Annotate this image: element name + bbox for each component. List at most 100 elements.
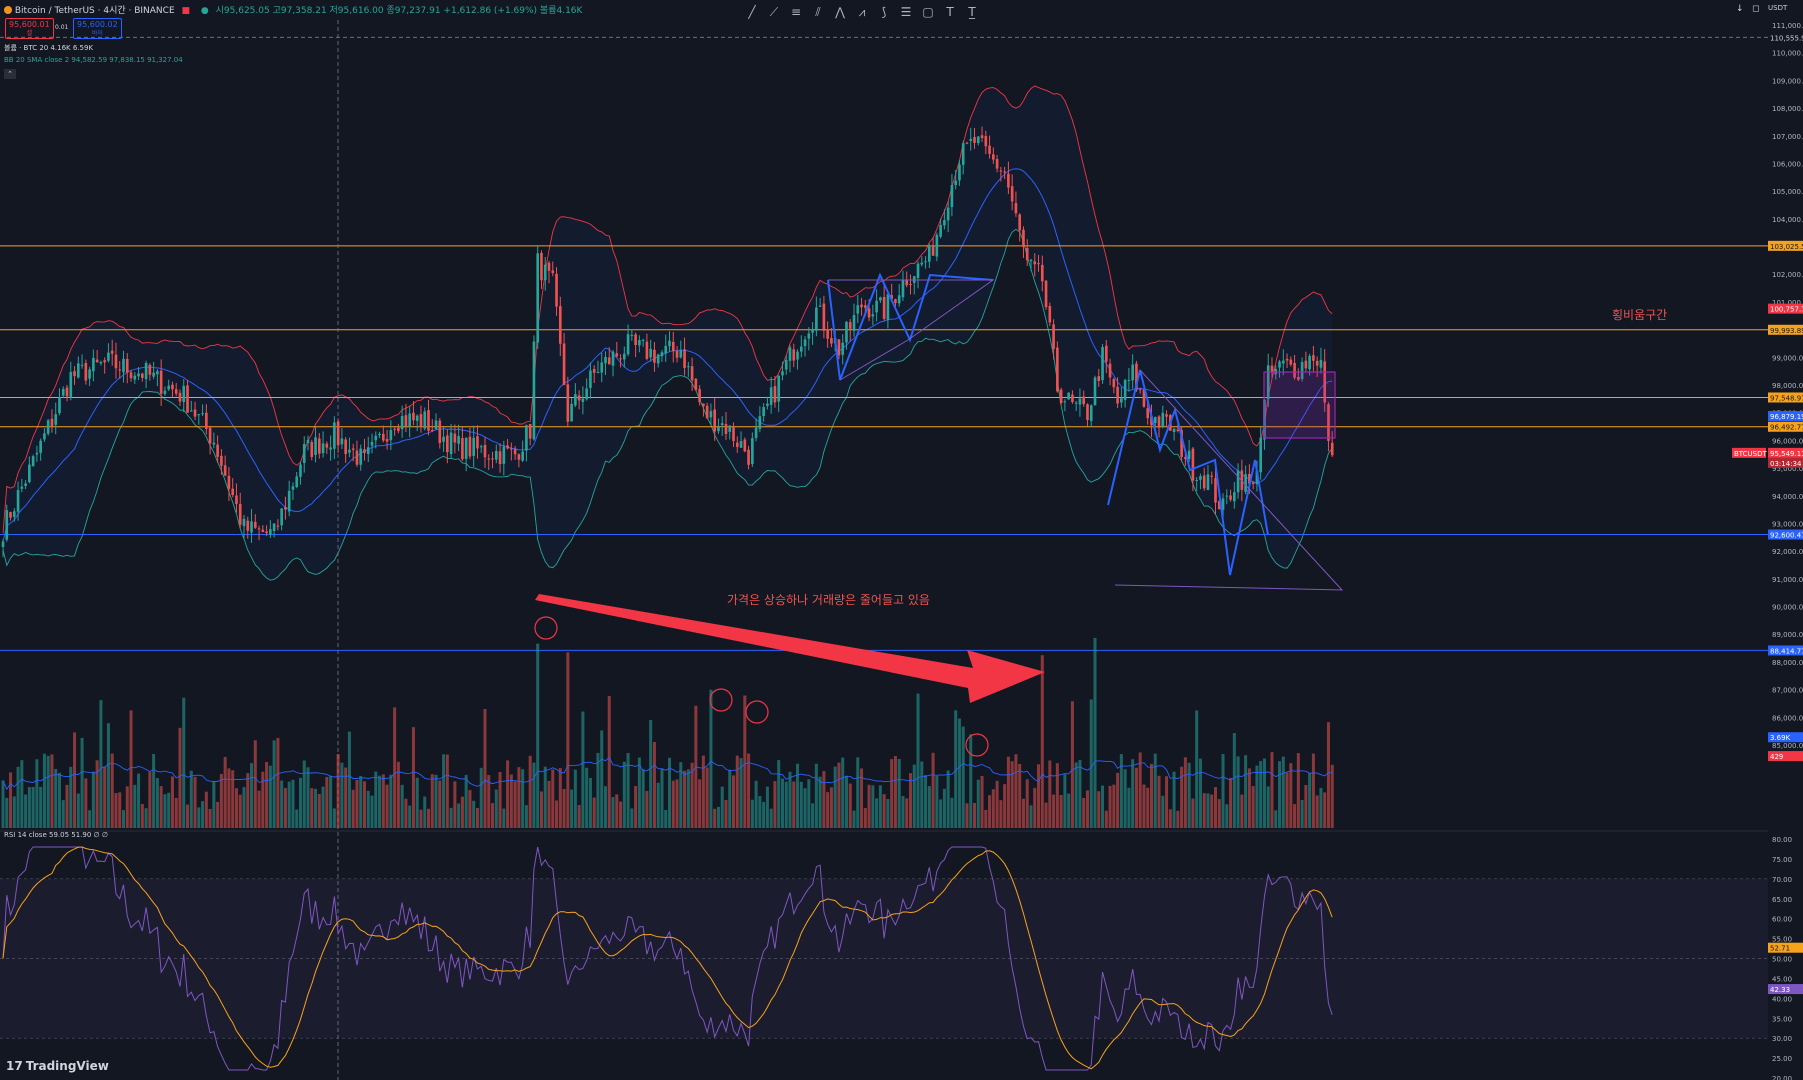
volume-bar	[129, 710, 133, 828]
candle-body	[438, 420, 442, 443]
volume-bar	[502, 808, 506, 828]
candle-body	[615, 353, 619, 357]
volume-bar	[1289, 763, 1293, 828]
tradingview-logo[interactable]: 17 TradingView	[6, 1059, 109, 1073]
candle-body	[28, 464, 31, 483]
candle-body	[193, 409, 197, 417]
fib-icon[interactable]: ≡	[790, 5, 802, 19]
candle-body	[125, 358, 129, 373]
candle-body	[999, 170, 1003, 172]
volume-bar	[799, 781, 803, 828]
trend-line-icon[interactable]: ╱	[748, 5, 756, 19]
volume-bar	[1229, 777, 1233, 828]
price-tick: 105,000.00	[1772, 188, 1803, 196]
candle-body	[724, 424, 728, 434]
volume-bar	[1266, 786, 1270, 828]
rsi-axis-label: 52.71	[1770, 945, 1790, 953]
buy-button[interactable]: 95,600.02 바이	[73, 18, 122, 39]
volume-bar	[61, 800, 65, 828]
zigzag-icon[interactable]: ⩘	[858, 4, 866, 19]
fib-channel-icon[interactable]: ☰	[900, 5, 912, 19]
price-axis-label-bg	[1768, 421, 1803, 432]
candle-body	[905, 279, 909, 286]
candle-body	[928, 245, 931, 262]
volume-bar	[140, 803, 144, 828]
candle-body	[269, 529, 272, 535]
volume-bar	[1006, 756, 1010, 828]
candle-body	[12, 511, 16, 517]
box-annotation[interactable]: 횡비움구간	[1612, 308, 1668, 322]
pitchfork-icon[interactable]: ⫽	[815, 4, 821, 19]
volume-bar	[483, 708, 487, 828]
symbol-title[interactable]: Bitcoin / TetherUS · 4시간 · BINANCE	[14, 6, 175, 16]
volume-bar	[442, 754, 446, 828]
candle-body	[867, 308, 871, 318]
candle-body	[1018, 214, 1022, 231]
price-tick: 94,000.00	[1772, 493, 1803, 501]
currency-label[interactable]: USDT	[1768, 4, 1788, 12]
volume-bar	[596, 752, 600, 828]
price-axis-label-bg	[1768, 240, 1803, 251]
volume-bar	[897, 759, 901, 828]
volume-legend[interactable]: 볼륨 · BTC 20 4.16K 6.59K	[4, 44, 94, 52]
volume-bar	[1319, 787, 1323, 828]
candle-body	[1176, 429, 1180, 431]
candle-body	[348, 449, 351, 453]
volume-bar	[1161, 795, 1165, 828]
volume-bar	[250, 763, 254, 828]
candle-body	[788, 347, 792, 361]
volume-bar	[1300, 799, 1304, 828]
candle-body	[841, 342, 845, 355]
volume-bar	[118, 792, 122, 828]
volume-bar	[133, 784, 137, 828]
candle-body	[566, 384, 570, 422]
candle-body	[1229, 495, 1232, 500]
candle-body	[76, 363, 80, 378]
volume-bar	[946, 770, 950, 828]
candle-body	[35, 452, 39, 455]
candle-body	[751, 438, 754, 464]
volume-bar	[491, 803, 495, 828]
candle-body	[543, 264, 547, 281]
volume-annotation[interactable]: 가격은 상승하나 거래량은 줄어들고 있음	[727, 593, 930, 607]
collapse-legend-icon[interactable]: ⌃	[4, 69, 16, 79]
volume-bar	[88, 810, 92, 828]
candle-body	[984, 136, 988, 147]
candle-body	[1330, 442, 1334, 456]
candle-body	[592, 368, 596, 373]
rsi-legend[interactable]: RSI 14 close 59.05 51.90 ∅ ∅	[4, 831, 108, 839]
sell-button[interactable]: 95,600.01 셀	[5, 18, 54, 39]
volume-bar	[619, 801, 623, 828]
candle-body	[641, 339, 645, 341]
bollinger-fill	[3, 85, 1333, 581]
candle-body	[1142, 389, 1146, 407]
pattern-icon[interactable]: ⋀	[835, 5, 845, 19]
candle-body	[1135, 363, 1138, 391]
volume-bar	[713, 808, 717, 828]
text-note-icon[interactable]: T̲	[968, 5, 976, 19]
settings-small-icon[interactable]: ◻	[1752, 4, 1760, 14]
price-tick: 104,000.00	[1772, 216, 1803, 224]
tradingview-icon: 17	[6, 1059, 23, 1073]
candle-body	[830, 337, 833, 344]
volume-bar	[698, 779, 702, 828]
candle-body	[216, 444, 219, 457]
scale-down-icon[interactable]: ↓	[1736, 4, 1744, 14]
candle-body	[924, 261, 927, 263]
candle-body	[366, 447, 370, 454]
ray-icon[interactable]: ⟋	[769, 4, 779, 19]
volume-bar	[42, 753, 46, 828]
volume-bar	[400, 784, 404, 828]
zigzag-pattern-1	[827, 272, 994, 381]
elliott-icon[interactable]: ⟆	[881, 5, 887, 19]
volume-bar	[863, 808, 867, 828]
candle-body	[122, 358, 125, 373]
volume-bar	[709, 689, 713, 828]
candle-body	[521, 451, 524, 461]
text-icon[interactable]: T	[946, 5, 954, 19]
candle-body	[1202, 475, 1206, 489]
bb-legend[interactable]: BB 20 SMA close 2 94,582.59 97,838.15 91…	[4, 56, 183, 64]
rectangle-icon[interactable]: ▢	[922, 5, 934, 19]
